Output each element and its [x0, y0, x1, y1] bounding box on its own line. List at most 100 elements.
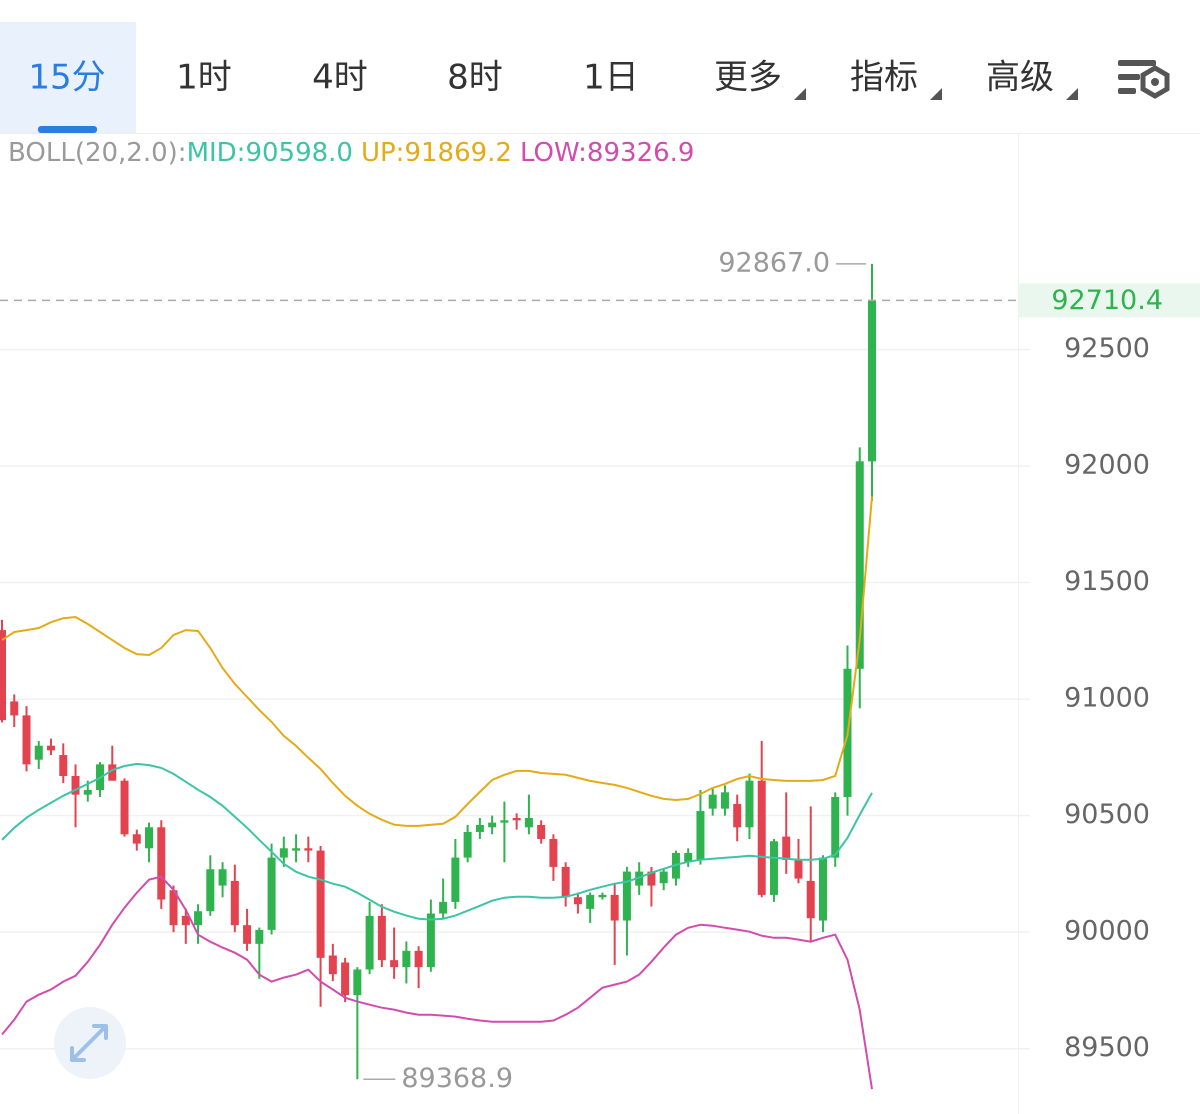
candle-body: [120, 780, 129, 835]
candle-body: [769, 841, 778, 895]
candle-body: [108, 764, 117, 781]
candle-body: [414, 950, 423, 968]
candle-body: [561, 866, 570, 898]
candle-body: [647, 871, 656, 886]
y-tick-label: 89500: [1064, 1032, 1150, 1063]
candle-body: [537, 824, 546, 839]
candle-body: [696, 810, 705, 860]
candle-body: [47, 745, 56, 751]
candle-body: [206, 869, 215, 912]
boll-line: [1, 496, 873, 827]
candle-body: [230, 880, 239, 926]
candle-body: [549, 838, 558, 867]
y-tick-label: 92000: [1064, 449, 1150, 480]
candle-body: [377, 915, 386, 961]
candle-body: [659, 871, 668, 884]
tab[interactable]: 1时: [176, 58, 232, 98]
candle-body: [586, 894, 595, 909]
candle-body: [181, 915, 190, 926]
candle-body: [34, 745, 43, 760]
candle-body: [439, 901, 448, 914]
candle-body: [794, 859, 803, 879]
candle-body: [59, 755, 68, 777]
candle-body: [475, 824, 484, 832]
last-price-label: 92710.4: [1051, 285, 1163, 316]
candle-body: [745, 780, 754, 828]
y-tick-label: 90000: [1064, 916, 1150, 947]
settings-icon[interactable]: [1118, 60, 1170, 99]
legend-entry: UP:91869.2: [361, 138, 512, 168]
candle-body: [365, 915, 374, 970]
annotation: 89368.9: [401, 1063, 513, 1094]
tab[interactable]: 4时: [312, 58, 368, 98]
tab[interactable]: 指标: [850, 58, 918, 98]
candle-body: [341, 962, 350, 996]
candle-body: [831, 796, 840, 858]
candle-body: [598, 894, 607, 898]
y-tick-label: 92500: [1064, 333, 1150, 364]
boll-line: [1, 875, 873, 1090]
expand-icon[interactable]: [54, 1007, 126, 1079]
candle-body: [733, 803, 742, 828]
candle-body: [267, 857, 276, 930]
indicator-legend: BOLL(20,2.0):MID:90598.0 UP:91869.2 LOW:89…: [8, 138, 694, 168]
candle-body: [83, 789, 92, 795]
candle-body: [279, 848, 288, 858]
candle-body: [720, 792, 729, 809]
legend-entry: MID:90598.0: [187, 138, 353, 168]
candle-body: [145, 827, 154, 849]
candle-body: [390, 960, 399, 968]
dropdown-triangle: [794, 88, 806, 100]
active-tab-indicator: [38, 126, 97, 133]
candle-body: [353, 969, 362, 996]
tab[interactable]: 高级: [986, 58, 1054, 98]
legend-entry: LOW:89326.9: [520, 138, 694, 168]
candle-body: [426, 913, 435, 968]
plot-area: 89500 90000 90500 91000 91500 92000 92500 92710…: [0, 247, 1200, 1094]
y-tick-label: 91000: [1064, 683, 1150, 714]
candle-body: [316, 850, 325, 958]
candle-body: [71, 776, 80, 795]
candle-body: [157, 827, 166, 900]
candle-body: [0, 630, 6, 721]
tab[interactable]: 1日: [583, 58, 639, 98]
candle-body: [463, 831, 472, 858]
candle-body: [622, 871, 631, 921]
candle-body: [855, 461, 864, 669]
candle-body: [328, 955, 337, 975]
candle-body: [10, 701, 19, 716]
candle-body: [304, 848, 313, 851]
candle-body: [573, 897, 582, 905]
candle-body: [218, 869, 227, 886]
candle-body: [782, 836, 791, 860]
last-price-box: [1018, 283, 1200, 318]
tab[interactable]: 8时: [447, 58, 503, 98]
candle-body: [868, 300, 876, 462]
candle-body: [818, 857, 827, 921]
candle-body: [169, 890, 178, 926]
candle-body: [255, 929, 264, 944]
dropdown-triangle: [1066, 88, 1078, 100]
candle-body: [22, 715, 31, 765]
candle-body: [132, 834, 141, 844]
annotation: 92867.0: [718, 247, 830, 278]
tab[interactable]: 15分: [28, 58, 105, 98]
tab[interactable]: 更多: [714, 58, 782, 98]
y-tick-label: 91500: [1064, 566, 1150, 597]
candle-body: [292, 848, 301, 851]
candle-body: [524, 817, 533, 828]
candle-body: [512, 817, 521, 821]
candle-body: [806, 880, 815, 919]
indicator-name: BOLL(20,2.0):: [8, 138, 187, 168]
dropdown-triangle: [930, 88, 942, 100]
candle-body: [757, 780, 766, 895]
candle-body: [402, 950, 411, 968]
candle-body: [708, 794, 717, 809]
candle-body: [194, 911, 203, 926]
active-tab-bg: [0, 22, 136, 133]
candle-body: [500, 820, 509, 823]
candle-body: [243, 925, 252, 944]
candle-body: [610, 894, 619, 921]
